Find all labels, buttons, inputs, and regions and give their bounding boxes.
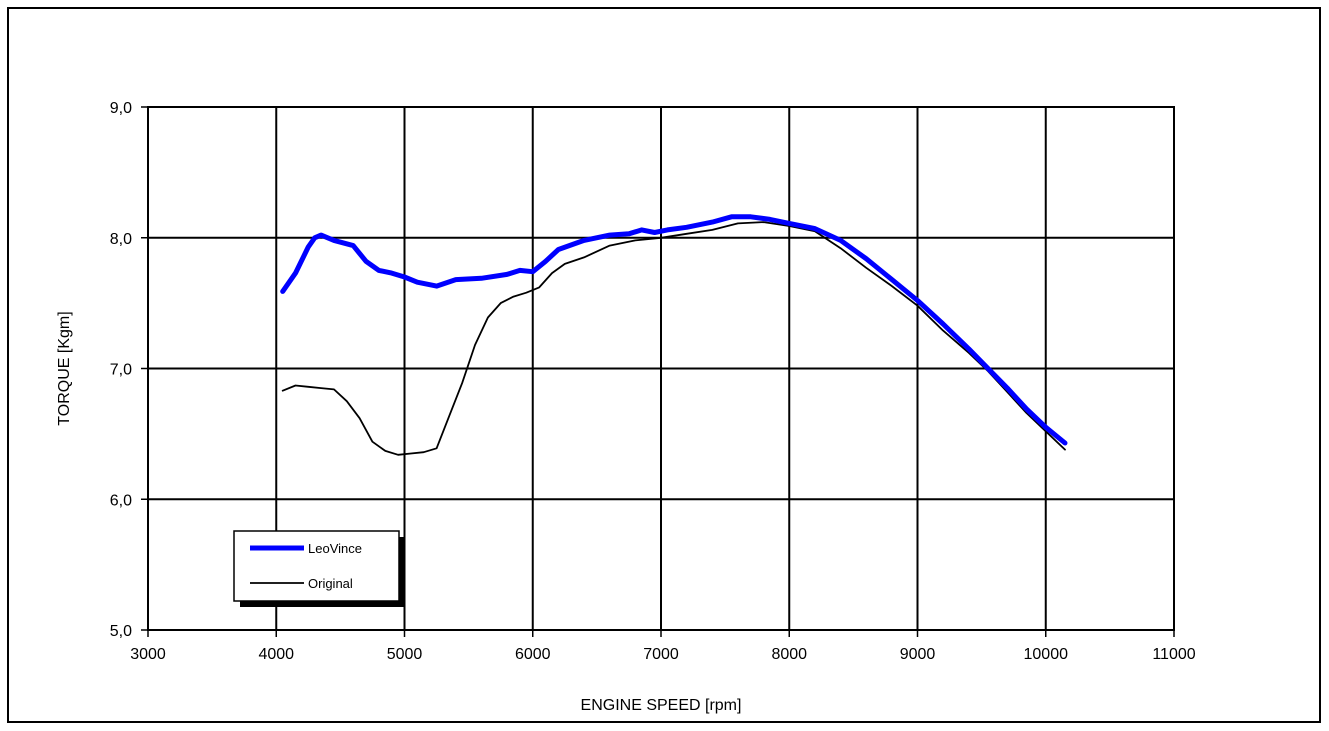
x-tick-label: 7000 xyxy=(643,646,679,663)
x-tick-label: 9000 xyxy=(900,646,936,663)
y-axis-label: TORQUE [Kgm] xyxy=(56,311,73,425)
x-axis-label: ENGINE SPEED [rpm] xyxy=(581,697,742,714)
y-tick-label: 8,0 xyxy=(110,231,132,248)
series-line-original xyxy=(281,221,1066,456)
x-tick-label: 6000 xyxy=(515,646,551,663)
x-tick-label: 3000 xyxy=(130,646,166,663)
series-line-leovince xyxy=(280,214,1068,446)
x-tick-label: 10000 xyxy=(1024,646,1069,663)
legend: LeoVince Original xyxy=(233,530,405,607)
x-tick-label: 8000 xyxy=(771,646,807,663)
x-tick-label: 4000 xyxy=(258,646,294,663)
legend-label-original: Original xyxy=(308,576,353,591)
x-axis-ticks: 3000 4000 5000 6000 7000 8000 9000 10000 11000 xyxy=(130,630,1196,663)
chart-frame xyxy=(7,7,1321,723)
y-tick-label: 5,0 xyxy=(110,623,132,640)
y-tick-label: 6,0 xyxy=(110,492,132,509)
y-axis-ticks: 5,0 6,0 7,0 8,0 9,0 xyxy=(110,100,148,640)
x-tick-label: 5000 xyxy=(387,646,423,663)
series-layer xyxy=(280,214,1068,456)
x-tick-label: 11000 xyxy=(1152,646,1195,663)
y-tick-label: 7,0 xyxy=(110,362,132,379)
y-tick-label: 9,0 xyxy=(110,100,132,117)
legend-box xyxy=(233,530,400,602)
legend-label-leovince: LeoVince xyxy=(308,541,362,556)
